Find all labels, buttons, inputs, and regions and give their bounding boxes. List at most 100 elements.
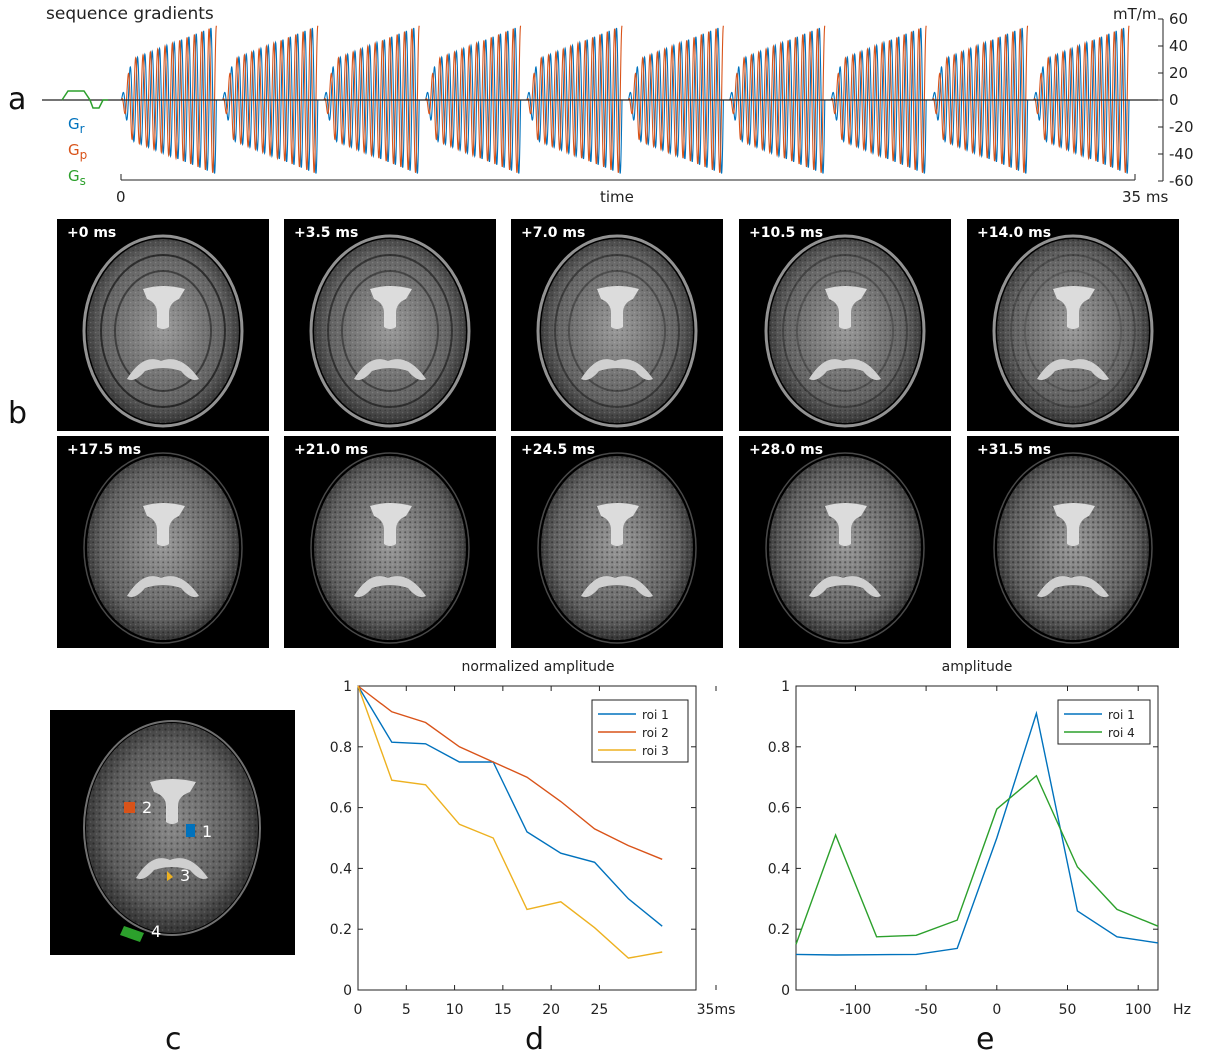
image-tile: +7.0 ms [511, 219, 723, 431]
time-axis-end: 35 ms [1122, 188, 1169, 206]
panel-label-d: d [525, 1022, 545, 1057]
brain-image [537, 452, 697, 644]
legend-gs: Gs [68, 167, 86, 188]
gp-waveform-burst [830, 25, 927, 173]
brain-image [536, 234, 698, 428]
image-tile: +10.5 ms [739, 219, 951, 431]
slice-gradient-waveform [61, 90, 108, 109]
legend-label: roi 2 [642, 726, 669, 740]
plot-frame [795, 685, 1159, 991]
brain-image [309, 234, 471, 428]
y-tick-label: 0.4 [768, 861, 790, 877]
brain-image [765, 452, 925, 644]
image-tile: +14.0 ms [967, 219, 1179, 431]
y-tick-label: 0 [781, 983, 790, 999]
gradient-ytick: -20 [1169, 118, 1194, 136]
roi-label: 4 [151, 922, 162, 941]
image-tile: +21.0 ms [284, 436, 496, 648]
panel-a-title: sequence gradients [46, 4, 214, 24]
y-tick-label: 0.6 [330, 801, 352, 817]
tile-time-label: +14.0 ms [977, 225, 1052, 241]
roi-image: 2 1 3 4 [50, 710, 295, 955]
time-axis-start: 0 [116, 188, 126, 206]
y-tick-label: 0.2 [768, 922, 790, 938]
x-tick-label: 15 [494, 1002, 512, 1018]
panel-label-c: c [165, 1022, 182, 1057]
chart-e: 0 0.2 0.4 0.6 0.8 1 -100 -50 0 50 100 Hz roi 1 roi 4 [768, 679, 1191, 1018]
gp-waveform-burst [323, 25, 420, 173]
tile-time-label: +7.0 ms [521, 225, 586, 241]
x-tick-label: 0 [354, 1002, 363, 1018]
legend-label: roi 3 [642, 744, 669, 758]
roi-marker [186, 824, 195, 837]
gradient-ytick: 20 [1169, 64, 1188, 82]
y-tick-label: 1 [343, 679, 352, 695]
roi-markers [120, 802, 195, 942]
tile-time-label: +17.5 ms [67, 442, 142, 458]
brain-image [83, 452, 243, 644]
panel-a-unit: mT/m [1113, 5, 1157, 23]
series-line-roi-3 [357, 685, 663, 959]
image-tile: +28.0 ms [739, 436, 951, 648]
x-tick-label: 5 [402, 1002, 411, 1018]
image-tile: +17.5 ms [57, 436, 269, 648]
tile-time-label: +3.5 ms [294, 225, 359, 241]
time-axis-label: time [600, 188, 634, 206]
plot-frame [357, 685, 697, 991]
brain-image [310, 452, 470, 644]
series-line-roi-4 [795, 774, 1159, 945]
brain-image [764, 234, 926, 428]
tile-time-label: +21.0 ms [294, 442, 369, 458]
panel-label-e: e [976, 1022, 995, 1057]
roi-marker [120, 926, 144, 942]
legend-box [1057, 699, 1151, 745]
gradient-ytick: 60 [1169, 10, 1188, 28]
x-tick-label: 10 [446, 1002, 464, 1018]
panel-label-a: a [8, 82, 27, 117]
gradient-ytick: -40 [1169, 145, 1194, 163]
gp-waveform-burst [729, 25, 826, 173]
gradient-y-axis: 60 40 20 0 -20 -40 -60 [1158, 10, 1194, 190]
image-tile: +0 ms [57, 219, 269, 431]
x-tick-label: 50 [1059, 1002, 1077, 1018]
y-tick-label: 0.2 [330, 922, 352, 938]
y-tick-label: 1 [781, 679, 790, 695]
x-tick-label: -100 [840, 1002, 872, 1018]
legend-label: roi 1 [1108, 708, 1135, 722]
brain-image [82, 234, 244, 428]
chart-d-title: normalized amplitude [461, 659, 615, 675]
panel-label-b: b [8, 396, 28, 431]
image-tile: +31.5 ms [967, 436, 1179, 648]
roi-label: 2 [142, 798, 153, 817]
x-tick-label: Hz [1173, 1002, 1191, 1018]
legend-gr: Gr [68, 115, 85, 136]
legend-box [591, 699, 689, 763]
legend-label: roi 4 [1108, 726, 1135, 740]
gp-waveform-burst [425, 25, 522, 173]
tile-time-label: +31.5 ms [977, 442, 1052, 458]
gp-waveform-burst [526, 25, 623, 173]
gp-waveform-burst [932, 25, 1029, 173]
x-tick-label: 25 [591, 1002, 609, 1018]
series-line-roi-2 [357, 685, 663, 860]
roi-label: 3 [180, 866, 191, 885]
y-tick-label: 0.6 [768, 801, 790, 817]
roi-marker [124, 802, 135, 813]
tile-time-label: +10.5 ms [749, 225, 824, 241]
legend-label: roi 1 [642, 708, 669, 722]
gradient-legend: Gr Gp Gs [68, 114, 87, 192]
series-line-roi-1 [357, 685, 663, 927]
x-tick-label: 35ms [697, 1002, 736, 1018]
chart-e-title: amplitude [941, 659, 1013, 675]
image-tile: +3.5 ms [284, 219, 496, 431]
image-tile: +24.5 ms [511, 436, 723, 648]
series-line-roi-1 [795, 710, 1159, 956]
tile-time-label: +28.0 ms [749, 442, 824, 458]
brain-image [992, 234, 1154, 428]
gradient-ytick: 40 [1169, 37, 1188, 55]
gp-waveform-burst [1033, 25, 1130, 173]
tile-time-label: +24.5 ms [521, 442, 596, 458]
x-tick-label: 20 [542, 1002, 560, 1018]
y-tick-label: 0.4 [330, 861, 352, 877]
